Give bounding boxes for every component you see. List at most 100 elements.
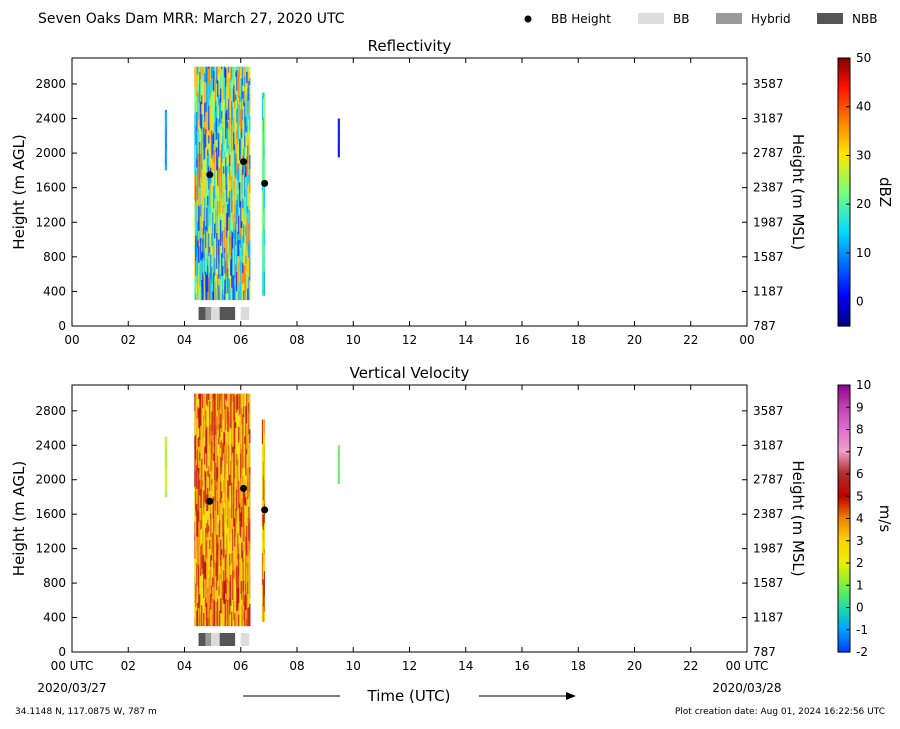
heatmap-cell [234, 490, 236, 502]
heatmap-cell [261, 476, 263, 497]
heatmap-cell [215, 462, 217, 487]
heatmap-cell [244, 220, 246, 241]
colorbar-band [838, 456, 850, 460]
colorbar-band [838, 422, 850, 426]
heatmap-cell [196, 236, 198, 258]
y2-tick-label: 787 [753, 319, 776, 333]
colorbar-band [838, 618, 850, 622]
colorbar-band [838, 500, 850, 504]
heatmap-cell [226, 201, 228, 213]
heatmap-cell [200, 101, 202, 129]
heatmap-cell [198, 238, 200, 247]
heatmap-cell [229, 542, 231, 554]
heatmap-cell [197, 178, 199, 200]
heatmap-cell [205, 606, 207, 627]
heatmap-cell [224, 503, 226, 524]
heatmap-cell [243, 558, 245, 581]
colorbar-band [838, 254, 850, 258]
heatmap-cell [240, 261, 242, 285]
heatmap-cell [201, 231, 203, 242]
heatmap-cell [194, 136, 196, 161]
heatmap-cell [248, 139, 250, 159]
heatmap-cell [243, 66, 245, 91]
x-tick-label: 00 UTC [726, 659, 769, 673]
heatmap-cell [247, 506, 249, 518]
heatmap-cell [240, 593, 242, 601]
legend-nbb-swatch [817, 13, 843, 24]
heatmap-cell [205, 122, 207, 129]
heatmap-cell [219, 574, 221, 595]
heatmap-cell [247, 523, 249, 543]
heatmap-cell [237, 180, 239, 194]
heatmap-cell [223, 493, 225, 508]
heatmap-cell [242, 235, 244, 257]
heatmap-cell [245, 272, 247, 301]
colorbar-band [838, 611, 850, 615]
heatmap-cell [216, 66, 218, 84]
heatmap-cell [223, 166, 225, 174]
heatmap-cell [226, 534, 228, 558]
heatmap-cell [198, 66, 200, 85]
heatmap-cell [195, 418, 197, 435]
end-date-label: 2020/03/28 [712, 681, 781, 695]
heatmap-cell [203, 490, 205, 508]
heatmap-cell [246, 481, 248, 499]
colorbar-band [838, 214, 850, 218]
heatmap-cell [204, 479, 206, 503]
heatmap-cell [211, 233, 213, 246]
colorbar-band [838, 556, 850, 560]
heatmap-cell [234, 108, 236, 123]
y2-tick-label: 3587 [753, 77, 784, 91]
heatmap-cell [221, 162, 223, 178]
heatmap-cell [200, 128, 202, 155]
heatmap-cell [227, 432, 229, 442]
heatmap-cell [197, 563, 199, 588]
heatmap-cell [221, 111, 223, 119]
heatmap-cell [208, 465, 210, 478]
heatmap-cell [198, 489, 200, 502]
y2-tick-label: 1587 [753, 250, 784, 264]
colorbar-band [838, 75, 850, 79]
heatmap-cell [222, 275, 224, 290]
heatmap-cell [214, 238, 216, 258]
heatmap-cell [221, 177, 223, 199]
heatmap-cell [235, 124, 237, 132]
heatmap-cell [244, 467, 246, 480]
heatmap-cell [205, 489, 207, 505]
heatmap-cell [245, 131, 247, 143]
heatmap-cell [194, 174, 196, 201]
heatmap-cell [197, 274, 199, 301]
heatmap-cell [230, 232, 232, 260]
heatmap-cell [241, 248, 243, 274]
heatmap-cell [164, 109, 166, 120]
heatmap-cell [194, 393, 196, 398]
heatmap-cell [237, 66, 239, 91]
heatmap-cell [241, 497, 243, 507]
colorbar-band [838, 263, 850, 267]
heatmap-cell [208, 105, 210, 131]
colorbar-band [838, 310, 850, 314]
heatmap-cell [249, 230, 251, 240]
heatmap-cell [205, 471, 207, 490]
heatmap-cell [226, 212, 228, 238]
colorbar-band [838, 587, 850, 591]
heatmap-cell [244, 76, 246, 87]
heatmap-cell [229, 117, 231, 132]
heatmap-cell [194, 541, 196, 559]
heatmap-cell [203, 127, 205, 151]
heatmap-cell [231, 482, 233, 498]
colorbar-band [838, 645, 850, 649]
heatmap-cell [204, 250, 206, 276]
heatmap-cell [210, 398, 212, 405]
heatmap-cell [204, 102, 206, 117]
heatmap-cell [338, 446, 340, 459]
heatmap-cell [164, 445, 166, 468]
heatmap-cell [218, 411, 220, 431]
heatmap-cell [227, 497, 229, 519]
heatmap-cell [198, 180, 200, 206]
heatmap-cell [246, 125, 248, 133]
heatmap-cell [210, 520, 212, 538]
colorbar-band [838, 487, 850, 491]
heatmap-cell [211, 471, 213, 480]
bb-height-point [240, 158, 248, 166]
